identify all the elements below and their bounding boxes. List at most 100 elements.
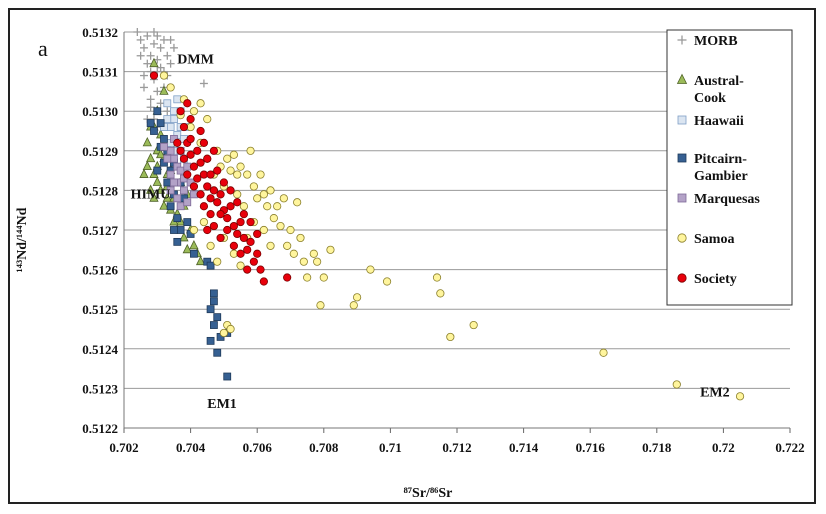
data-points (133, 28, 745, 401)
y-tick-label: 0.5131 (82, 65, 118, 80)
samoa-point (326, 245, 335, 254)
legend-label-morb: MORB (694, 34, 738, 49)
pitcairn-gambier-point (173, 214, 182, 223)
legend-marker-marquesas (677, 193, 687, 203)
figure-frame (8, 8, 816, 504)
society-point (283, 273, 292, 282)
society-point (229, 221, 238, 231)
society-point (236, 217, 245, 227)
legend-marker-pitcairn-gambier (677, 153, 687, 163)
samoa-point (269, 214, 278, 223)
society-point (256, 265, 265, 274)
morb-point (146, 95, 155, 104)
pitcairn-gambier-point (210, 289, 218, 298)
x-tick-label: 0.714 (509, 440, 539, 455)
society-point (203, 225, 212, 235)
society-point (206, 194, 215, 203)
austral-cook-point (195, 255, 206, 266)
y-tick-label: 0.5122 (82, 421, 118, 436)
morb-point (169, 43, 178, 52)
society-point (196, 126, 205, 136)
axes (123, 32, 791, 433)
pitcairn-gambier-point (183, 218, 192, 226)
y-axis-label: ¹⁴³Nd/¹⁴⁴Nd (15, 207, 30, 272)
marquesas-point (173, 194, 182, 203)
society-point (186, 150, 195, 159)
morb-point (156, 99, 165, 108)
marquesas-point (183, 198, 192, 207)
society-point (209, 146, 219, 155)
samoa-point (299, 257, 308, 266)
society-point (246, 217, 255, 227)
society-point (213, 198, 222, 207)
pitcairn-gambier-point (153, 166, 162, 175)
x-tick-label: 0.722 (775, 440, 804, 455)
samoa-point (219, 328, 228, 338)
austral-cook-point (149, 57, 159, 68)
morb-point (166, 59, 175, 68)
samoa-point (382, 277, 392, 286)
marquesas-point (166, 170, 175, 179)
samoa-point (229, 150, 238, 159)
marquesas-point (183, 162, 192, 171)
society-point (239, 233, 248, 243)
society-point (253, 229, 262, 239)
samoa-point (432, 273, 442, 282)
panel-label: a (38, 36, 48, 61)
samoa-point (259, 225, 268, 235)
society-point (186, 115, 195, 124)
legend-label-pitcairn-gambier: Pitcairn-Gambier (694, 152, 748, 184)
society-point (223, 214, 232, 223)
morb-point (146, 103, 155, 112)
austral-cook-point (152, 176, 162, 186)
y-tick-label: 0.5129 (82, 144, 118, 159)
samoa-point (599, 348, 608, 357)
austral-cook-point (182, 243, 192, 254)
morb-point (143, 31, 152, 40)
haawaii-point (163, 99, 172, 108)
marquesas-point (176, 202, 185, 211)
x-tick-label: 0.708 (309, 440, 339, 455)
samoa-point (293, 198, 302, 207)
samoa-point (233, 190, 242, 199)
y-tick-label: 0.5125 (82, 302, 118, 317)
samoa-point (233, 170, 242, 179)
marquesas-point (170, 154, 178, 163)
samoa-point (735, 392, 745, 401)
morb-point (139, 71, 148, 80)
samoa-point (223, 154, 232, 163)
samoa-point (446, 332, 455, 342)
morb-point (166, 35, 175, 44)
samoa-point (672, 380, 681, 389)
x-tick-label: 0.702 (109, 440, 138, 455)
marquesas-point (176, 166, 185, 175)
samoa-point (199, 217, 209, 227)
samoa-point (276, 221, 285, 231)
y-tick-label: 0.5130 (82, 104, 118, 119)
society-point (249, 257, 258, 266)
morb-point (156, 63, 165, 72)
society-point (203, 154, 212, 163)
y-tick-label: 0.5124 (82, 342, 118, 357)
society-point (196, 158, 205, 167)
society-point (149, 71, 159, 80)
marquesas-point (160, 142, 168, 151)
austral-cook-point (155, 184, 166, 194)
society-point (253, 249, 262, 258)
samoa-point (249, 182, 258, 191)
society-point (243, 265, 252, 274)
society-point (223, 225, 232, 235)
samoa-point (236, 162, 245, 171)
society-point (186, 134, 195, 144)
morb-point (146, 51, 155, 60)
society-point (173, 138, 182, 147)
annotation-himu: HIMU (131, 187, 171, 202)
austral-cook-point (145, 152, 156, 163)
samoa-point (309, 249, 318, 258)
pitcairn-gambier-point (146, 119, 155, 127)
marquesas-point (166, 186, 175, 195)
legend-marker-morb (677, 35, 687, 45)
haawaii-point (170, 107, 178, 116)
pitcairn-gambier-point (213, 313, 222, 322)
society-point (206, 210, 215, 219)
